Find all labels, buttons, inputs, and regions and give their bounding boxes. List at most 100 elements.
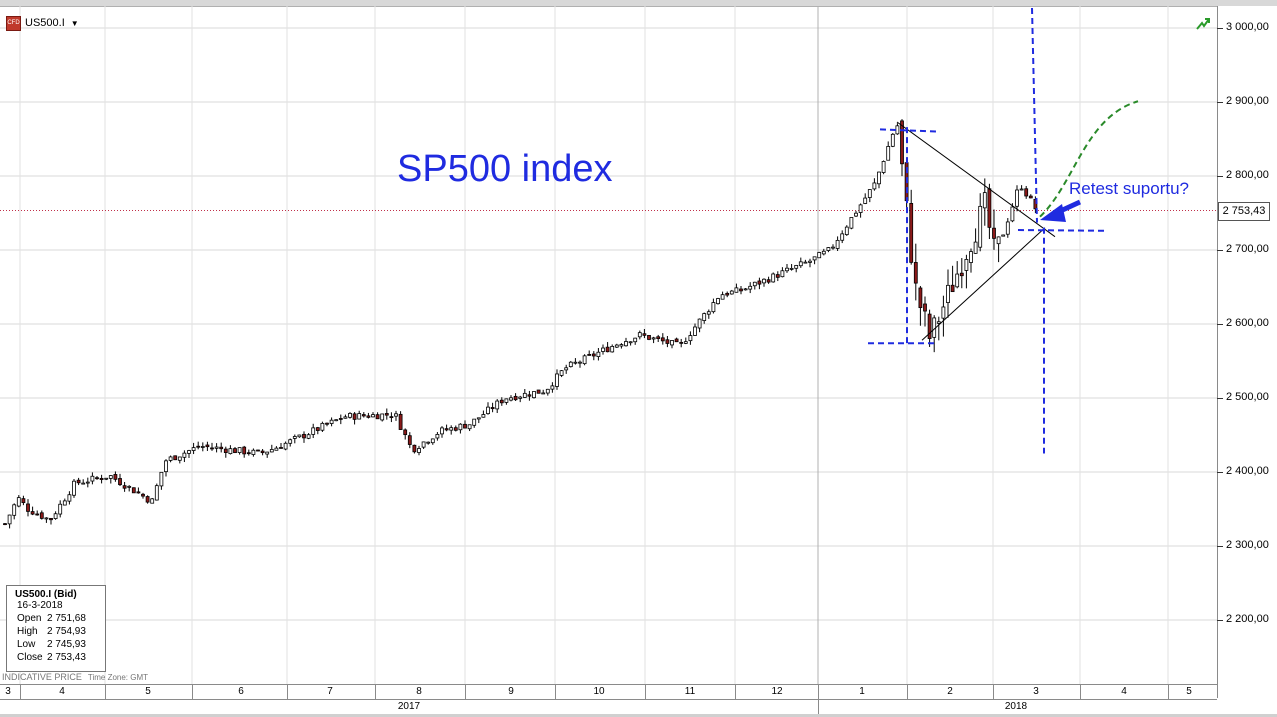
candle[interactable]: [182, 450, 187, 463]
candle[interactable]: [187, 449, 191, 459]
candle[interactable]: [306, 433, 311, 440]
candle[interactable]: [113, 471, 118, 482]
candle[interactable]: [444, 424, 449, 432]
candle[interactable]: [315, 426, 320, 435]
candle[interactable]: [12, 503, 17, 520]
candle[interactable]: [973, 228, 978, 254]
candle[interactable]: [136, 487, 141, 494]
candle[interactable]: [725, 291, 730, 298]
candle[interactable]: [398, 411, 403, 430]
candle[interactable]: [426, 441, 431, 445]
candle[interactable]: [877, 171, 881, 189]
candle[interactable]: [1019, 185, 1024, 191]
candle[interactable]: [338, 414, 343, 425]
candle[interactable]: [159, 471, 164, 490]
candle[interactable]: [803, 259, 808, 264]
candle[interactable]: [256, 449, 260, 452]
candle[interactable]: [348, 412, 352, 419]
candle[interactable]: [35, 510, 40, 516]
candle[interactable]: [62, 498, 67, 506]
candle[interactable]: [545, 388, 550, 396]
candle[interactable]: [605, 342, 610, 353]
candle[interactable]: [76, 477, 81, 486]
candle[interactable]: [817, 251, 822, 259]
price-axis[interactable]: [1217, 6, 1277, 698]
candle[interactable]: [472, 418, 477, 428]
candle[interactable]: [881, 160, 886, 175]
candle[interactable]: [996, 236, 1001, 263]
candle[interactable]: [44, 517, 49, 523]
candle[interactable]: [325, 422, 329, 427]
candle[interactable]: [849, 217, 854, 230]
candle[interactable]: [145, 495, 150, 504]
candle[interactable]: [150, 497, 155, 504]
candle[interactable]: [3, 523, 7, 526]
candle[interactable]: [559, 369, 564, 378]
candle[interactable]: [757, 277, 762, 290]
candle[interactable]: [798, 257, 803, 268]
candle[interactable]: [288, 438, 293, 447]
candle[interactable]: [177, 456, 182, 464]
candle[interactable]: [1024, 185, 1029, 199]
candle[interactable]: [108, 475, 113, 484]
candle[interactable]: [637, 330, 642, 340]
candle[interactable]: [371, 412, 375, 418]
candle[interactable]: [752, 281, 757, 290]
candle[interactable]: [706, 309, 711, 319]
candle[interactable]: [260, 448, 265, 456]
candle[interactable]: [375, 412, 380, 420]
candle[interactable]: [536, 389, 541, 394]
candle[interactable]: [614, 343, 619, 349]
candle[interactable]: [739, 286, 743, 295]
candle[interactable]: [265, 451, 270, 458]
candle[interactable]: [164, 459, 168, 477]
candle[interactable]: [302, 431, 306, 443]
candle[interactable]: [835, 236, 840, 252]
candle[interactable]: [476, 417, 481, 424]
candle[interactable]: [702, 312, 707, 324]
chevron-down-icon[interactable]: ▼: [70, 18, 79, 28]
candle[interactable]: [872, 178, 877, 191]
horizontal-scrollbar[interactable]: [0, 714, 1277, 717]
symbol-selector[interactable]: CFD US500.I ▼: [6, 14, 79, 32]
candle[interactable]: [716, 297, 720, 305]
candle[interactable]: [541, 389, 546, 395]
candle[interactable]: [269, 444, 274, 453]
candle[interactable]: [601, 344, 605, 355]
candle[interactable]: [748, 282, 753, 294]
candle[interactable]: [642, 328, 647, 339]
candle[interactable]: [237, 447, 242, 455]
candle[interactable]: [679, 338, 684, 348]
candle[interactable]: [633, 337, 638, 345]
candle[interactable]: [141, 492, 145, 499]
candle[interactable]: [665, 336, 670, 348]
candle[interactable]: [711, 298, 716, 314]
candle[interactable]: [219, 442, 224, 453]
candle[interactable]: [624, 337, 628, 347]
trend-expand-icon[interactable]: [1196, 17, 1210, 31]
candle[interactable]: [771, 272, 776, 283]
candle[interactable]: [361, 412, 366, 418]
candle[interactable]: [384, 408, 389, 420]
candle[interactable]: [628, 341, 633, 346]
candle[interactable]: [490, 402, 495, 413]
candle[interactable]: [697, 318, 702, 333]
candle[interactable]: [509, 395, 513, 402]
candle[interactable]: [766, 276, 771, 284]
candle[interactable]: [95, 475, 99, 480]
candle[interactable]: [297, 434, 302, 438]
candle[interactable]: [196, 441, 201, 450]
candle[interactable]: [959, 258, 964, 289]
candle[interactable]: [775, 271, 780, 282]
candle[interactable]: [81, 479, 86, 485]
candle[interactable]: [683, 337, 688, 345]
candle[interactable]: [840, 230, 845, 244]
candle[interactable]: [693, 323, 697, 336]
candle[interactable]: [200, 442, 205, 452]
candle[interactable]: [743, 287, 748, 291]
candle[interactable]: [826, 247, 831, 253]
candle[interactable]: [504, 398, 509, 405]
candle[interactable]: [39, 510, 44, 520]
candle[interactable]: [513, 393, 518, 401]
candle[interactable]: [389, 412, 394, 423]
